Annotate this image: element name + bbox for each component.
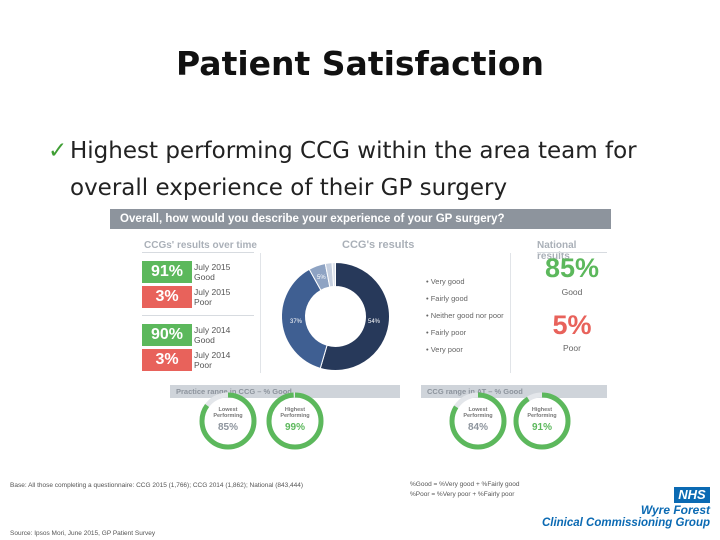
gauge-value: 84% [467, 422, 488, 433]
footer-source: Source: Ipsos Mori, June 2015, GP Patien… [10, 530, 156, 537]
footer-definitions: %Good = %Very good + %Fairly good %Poor … [410, 480, 519, 500]
donut-chart [281, 261, 390, 371]
gauge-label: Lowest Performing 84% [453, 407, 503, 435]
result-period: July 2015 [194, 262, 231, 272]
mid-heading: CCG's results [342, 239, 415, 251]
gauge-title: Lowest [218, 407, 238, 413]
panel-header: Overall, how would you describe your exp… [110, 209, 611, 229]
legend-label: Very poor [430, 345, 463, 354]
legend-item: • Fairly poor [426, 328, 467, 337]
gauge-label: Lowest Performing 85% [203, 407, 253, 435]
nhs-logo: NHS [674, 487, 710, 503]
donut-label-mid: 37% [290, 319, 303, 325]
checkmark-icon: ✓ [48, 138, 68, 164]
donut-slice [319, 261, 390, 371]
legend-item: • Fairly good [426, 294, 468, 303]
gauge-subtitle: Performing [213, 413, 243, 419]
national-poor-pct: 5% [552, 310, 592, 340]
gauge-title: Lowest [468, 407, 488, 413]
good-definition: %Good = %Very good + %Fairly good [410, 481, 520, 488]
donut-label-large: 54% [368, 319, 381, 325]
range-gauge [199, 392, 257, 450]
range-gauge [449, 392, 507, 450]
legend-label: Neither good nor poor [430, 311, 504, 320]
result-caption: July 2014 Poor [194, 350, 254, 370]
left-heading: CCGs' results over time [144, 240, 257, 251]
result-2015-good: 91% July 2015 Good [142, 261, 253, 283]
result-label: Poor [194, 297, 212, 307]
gauge-title: Highest [531, 407, 553, 413]
result-caption: July 2015 Poor [194, 287, 254, 307]
result-pct: 90% [142, 324, 192, 346]
right-heading: National results [537, 240, 577, 262]
donut-legend: • Very good • Fairly good • Neither good… [426, 273, 516, 358]
result-period: July 2015 [194, 287, 231, 297]
gauge-label: Highest Performing 91% [517, 407, 567, 435]
result-label: Poor [194, 360, 212, 370]
result-caption: July 2015 Good [194, 262, 254, 282]
result-caption: July 2014 Good [194, 325, 254, 345]
result-2014-good: 90% July 2014 Good [142, 324, 253, 346]
gauge-fill [199, 392, 257, 450]
page-title: Patient Satisfaction [176, 44, 544, 83]
gauge-fill [449, 392, 507, 450]
donut-label-small: 5% [317, 275, 326, 281]
result-pct: 91% [142, 261, 192, 283]
result-label: Good [194, 272, 215, 282]
result-period: July 2014 [194, 350, 231, 360]
bullet-line-2: overall experience of their GP surgery [70, 175, 508, 201]
gauge-label: Highest Performing 99% [270, 407, 320, 435]
divider [142, 315, 254, 316]
gauge-value: 99% [284, 422, 305, 433]
gauge-fill [513, 392, 571, 450]
bullet-line-1: Highest performing CCG within the area t… [70, 138, 637, 164]
legend-item: • Very good [426, 277, 465, 286]
bullet-point: ✓ Highest performing CCG within the area … [48, 133, 688, 207]
result-2015-poor: 3% July 2015 Poor [142, 286, 253, 308]
gauge-value: 85% [217, 422, 238, 433]
divider [142, 252, 254, 253]
gauge-title: Highest [284, 407, 306, 413]
gauge-value: 91% [531, 422, 552, 433]
divider [537, 252, 607, 253]
gauge-subtitle: Performing [280, 413, 310, 419]
org-name: Wyre Forest [640, 503, 710, 517]
divider [510, 253, 511, 373]
survey-infographic: Overall, how would you describe your exp… [110, 209, 611, 465]
national-poor-label: Poor [563, 343, 581, 353]
legend-label: Fairly good [430, 294, 468, 303]
legend-item: • Very poor [426, 345, 463, 354]
gauge-subtitle: Performing [463, 413, 493, 419]
legend-item: • Neither good nor poor [426, 311, 504, 320]
gauge-fill [266, 392, 324, 450]
poor-definition: %Poor = %Very poor + %Fairly poor [410, 491, 515, 498]
org-subtitle: Clinical Commissioning Group [541, 517, 710, 529]
footer-base: Base: All those completing a questionnai… [10, 482, 304, 489]
range-gauge [266, 392, 324, 450]
divider [260, 253, 261, 373]
gauge-subtitle: Performing [527, 413, 557, 419]
national-good-label: Good [561, 287, 583, 297]
legend-label: Fairly poor [430, 328, 467, 337]
result-2014-poor: 3% July 2014 Poor [142, 349, 253, 371]
result-pct: 3% [142, 349, 192, 371]
national-good-pct: 85% [544, 253, 600, 283]
donut-slice [331, 261, 336, 288]
range-gauge [513, 392, 571, 450]
donut-slice [281, 268, 328, 369]
result-label: Good [194, 335, 215, 345]
result-period: July 2014 [194, 325, 231, 335]
legend-label: Very good [430, 277, 465, 286]
result-pct: 3% [142, 286, 192, 308]
